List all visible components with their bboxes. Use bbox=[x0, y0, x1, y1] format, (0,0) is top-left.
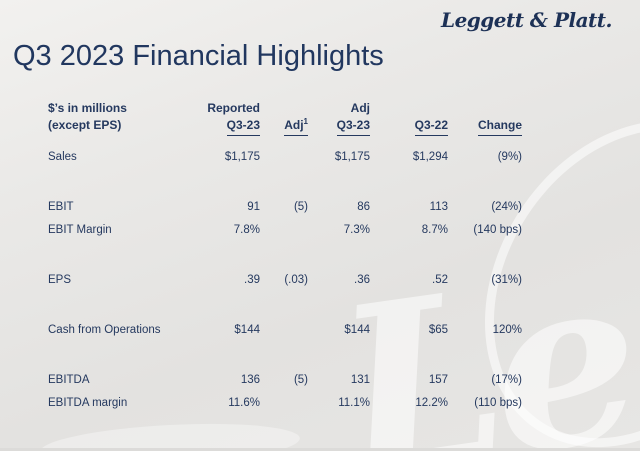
row-label: EBIT bbox=[48, 201, 74, 213]
row-label: Sales bbox=[48, 151, 77, 163]
value-cell: 113 bbox=[429, 201, 448, 213]
value-cell bbox=[260, 219, 308, 241]
table-row: EPS .39 (.03) .36 .52 (31%) bbox=[48, 269, 526, 291]
column-header: Change bbox=[448, 100, 522, 136]
table-row: EBIT Margin 7.8% 7.3% 8.7% (140 bps) bbox=[48, 219, 526, 241]
value-cell: (9%) bbox=[497, 151, 522, 163]
value-cell: 11.1% bbox=[338, 397, 370, 409]
row-label: EBITDA margin bbox=[48, 397, 128, 409]
value-cell: 11.6% bbox=[228, 397, 260, 409]
value-cell: .36 bbox=[354, 274, 370, 286]
value-cell bbox=[260, 146, 308, 168]
value-cell: 7.3% bbox=[343, 224, 370, 236]
value-cell: .52 bbox=[432, 274, 448, 286]
value-cell: (140 bps) bbox=[473, 224, 522, 236]
row-label: EPS bbox=[48, 274, 72, 286]
value-cell: (.03) bbox=[284, 274, 308, 286]
slide-title: Q3 2023 Financial Highlights bbox=[13, 40, 384, 72]
column-header: Adj Q3-23 bbox=[308, 100, 370, 136]
value-cell: 7.8% bbox=[233, 224, 260, 236]
table-row: EBIT 91 (5) 86 113 (24%) bbox=[48, 196, 526, 218]
company-logo: Leggett & Platt. bbox=[441, 8, 612, 32]
value-cell bbox=[260, 319, 308, 341]
value-cell: $144 bbox=[234, 324, 260, 336]
value-cell: $144 bbox=[344, 324, 370, 336]
table-header-row: $’s in millions (except EPS) Reported Q3-23… bbox=[48, 100, 526, 136]
value-cell: $1,294 bbox=[412, 151, 448, 163]
value-cell: $65 bbox=[428, 324, 448, 336]
value-cell: 86 bbox=[357, 201, 370, 213]
value-cell: 136 bbox=[240, 374, 260, 386]
value-cell: 91 bbox=[247, 201, 260, 213]
value-cell: 131 bbox=[350, 374, 370, 386]
table-row: EBITDA margin 11.6% 11.1% 12.2% (110 bps) bbox=[48, 392, 526, 414]
table-row: Sales $1,175 $1,175 $1,294 (9%) bbox=[48, 146, 526, 168]
value-cell: (110 bps) bbox=[474, 397, 522, 409]
row-label: Cash from Operations bbox=[48, 324, 161, 336]
value-cell: (17%) bbox=[491, 374, 522, 386]
value-cell: $1,175 bbox=[224, 151, 260, 163]
row-label: EBITDA bbox=[48, 374, 90, 386]
background-watermark-blob-icon bbox=[39, 418, 301, 448]
value-cell: 120% bbox=[492, 324, 522, 336]
value-cell: (5) bbox=[293, 374, 308, 386]
row-label: EBIT Margin bbox=[48, 224, 112, 236]
value-cell: 157 bbox=[428, 374, 448, 386]
value-cell: (5) bbox=[293, 201, 308, 213]
column-header: Reported Q3-23 bbox=[198, 100, 260, 136]
table-row: Cash from Operations $144 $144 $65 120% bbox=[48, 319, 526, 341]
column-header: Adj1 bbox=[260, 100, 308, 136]
value-cell: $1,175 bbox=[334, 151, 370, 163]
value-cell: (24%) bbox=[491, 201, 522, 213]
financial-highlights-table: $’s in millions (except EPS) Reported Q3-23… bbox=[48, 100, 526, 414]
value-cell bbox=[260, 392, 308, 414]
value-cell: 8.7% bbox=[421, 224, 448, 236]
column-header: Q3-22 bbox=[370, 100, 448, 136]
table-units-header: $’s in millions (except EPS) bbox=[48, 101, 127, 132]
value-cell: .39 bbox=[244, 274, 260, 286]
value-cell: 12.2% bbox=[415, 397, 448, 409]
table-row: EBITDA 136 (5) 131 157 (17%) bbox=[48, 369, 526, 391]
value-cell: (31%) bbox=[491, 274, 522, 286]
